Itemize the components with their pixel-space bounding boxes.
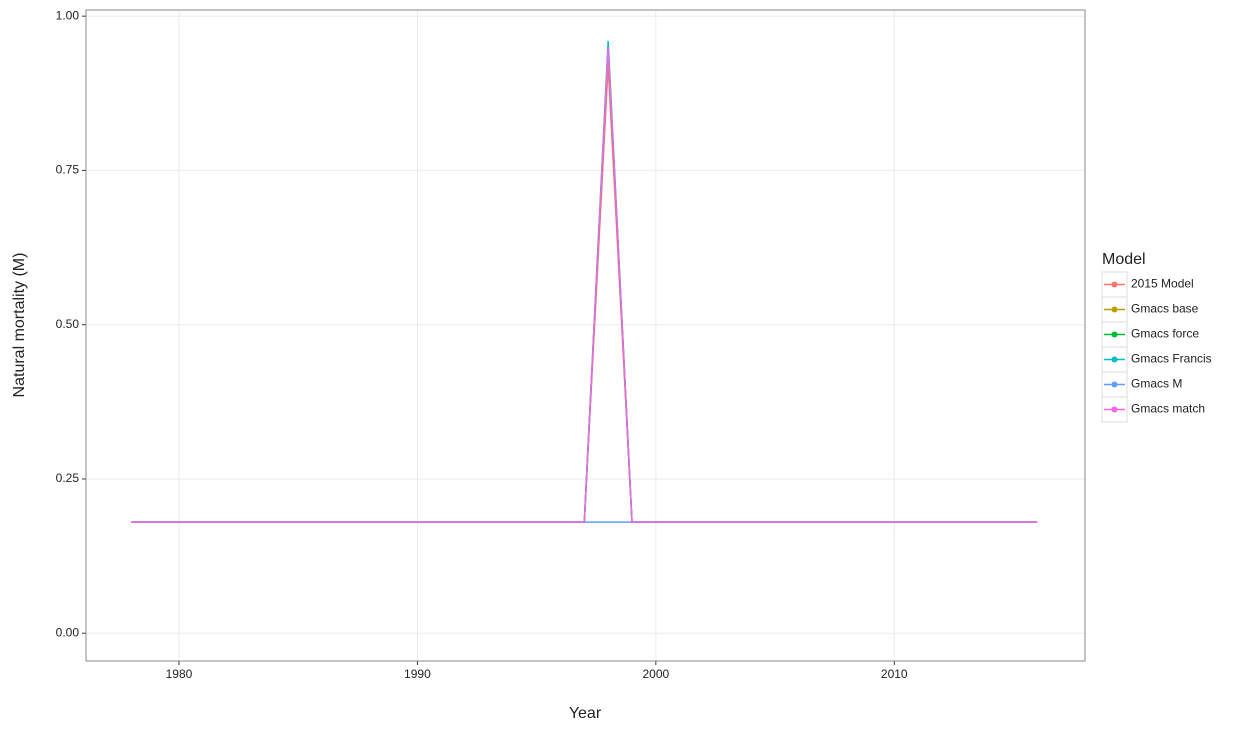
y-tick-label: 0.50 <box>56 317 80 331</box>
y-tick-label: 0.75 <box>56 163 80 177</box>
legend-point <box>1111 306 1118 313</box>
legend-point <box>1111 356 1118 363</box>
x-tick-label: 2010 <box>881 667 908 681</box>
y-tick-label: 0.25 <box>56 471 80 485</box>
legend-label: Gmacs M <box>1131 377 1182 391</box>
y-tick-label: 0.00 <box>56 625 80 639</box>
legend-point <box>1111 406 1118 413</box>
x-axis-label: Year <box>569 705 602 722</box>
legend-label: Gmacs base <box>1131 302 1199 316</box>
legend-point <box>1111 381 1118 388</box>
x-tick-label: 2000 <box>642 667 669 681</box>
y-tick-label: 1.00 <box>56 8 80 22</box>
x-tick-label: 1990 <box>404 667 431 681</box>
legend-label: Gmacs force <box>1131 327 1199 341</box>
plot-border <box>85 9 1086 662</box>
legend-label: Gmacs match <box>1131 402 1205 416</box>
legend-label: Gmacs Francis <box>1131 352 1212 366</box>
legend-title: Model <box>1102 251 1146 268</box>
y-axis-label: Natural mortality (M) <box>11 253 28 398</box>
legend-point <box>1111 281 1118 288</box>
legend-point <box>1111 331 1118 338</box>
x-tick-label: 1980 <box>166 667 193 681</box>
plot-background <box>86 10 1085 661</box>
legend-label: 2015 Model <box>1131 277 1194 291</box>
series-line <box>131 46 1038 523</box>
